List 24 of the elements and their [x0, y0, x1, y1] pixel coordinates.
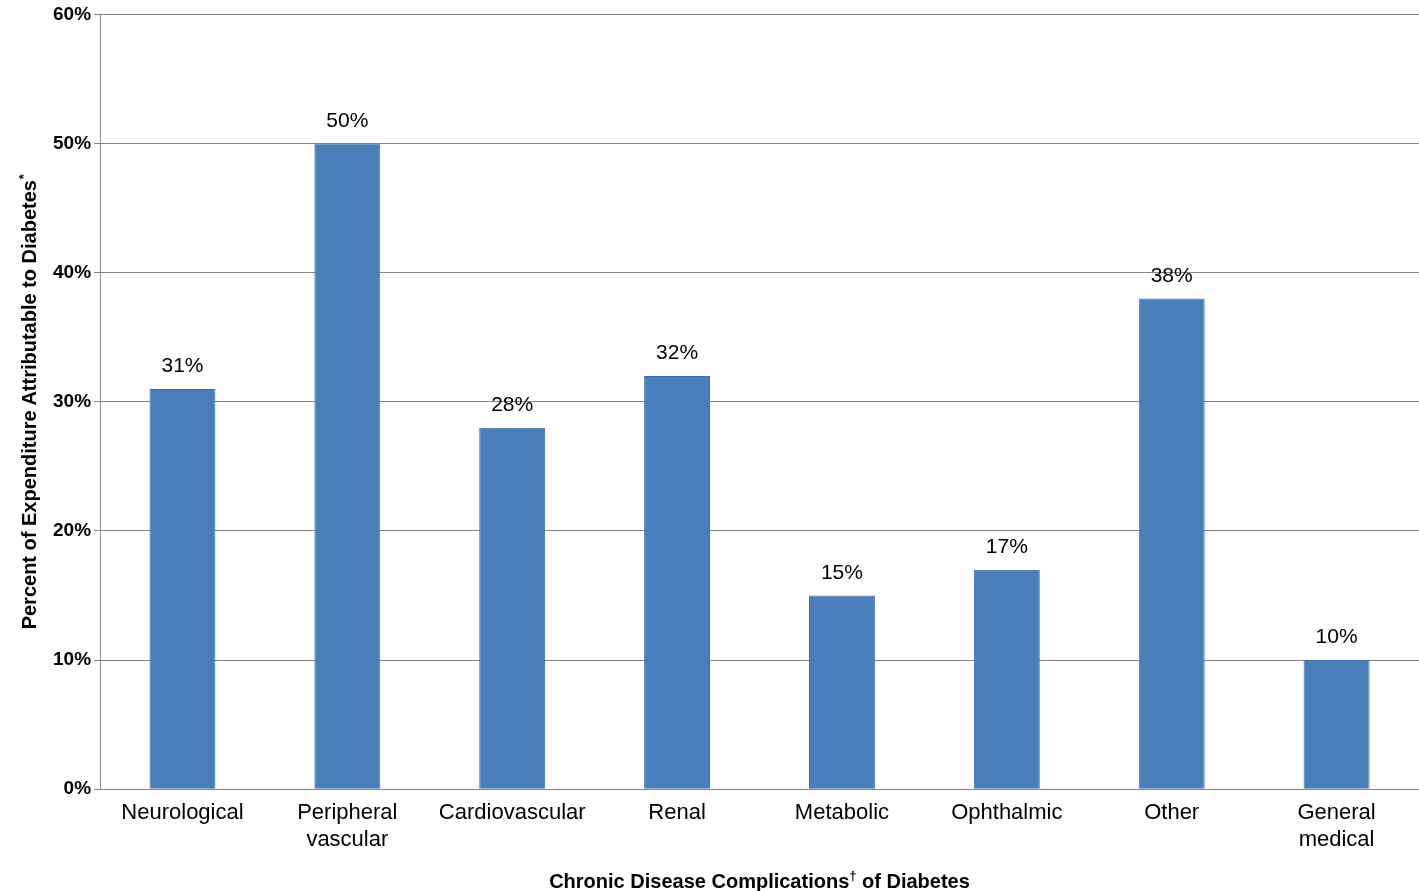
- y-tick-label: 20%: [53, 519, 92, 541]
- data-label: 28%: [491, 391, 534, 415]
- x-tick-label: Other: [1144, 799, 1200, 825]
- x-tick-label: Neurological: [121, 799, 244, 825]
- x-tick-label: General medical: [1297, 799, 1376, 851]
- y-tick-label: 40%: [53, 260, 92, 282]
- data-label: 10%: [1315, 624, 1358, 648]
- x-tick-label: Renal: [648, 799, 706, 825]
- y-tick-label: 0%: [63, 777, 92, 799]
- y-axis-title: Percent of Expenditure Attributable to Diabetes*: [16, 173, 40, 630]
- data-label: 32%: [656, 340, 699, 364]
- y-tick-label: 50%: [53, 131, 92, 153]
- x-tick-label: Metabolic: [794, 799, 890, 825]
- y-tick-label: 60%: [53, 2, 92, 24]
- x-tick-label: Cardiovascular: [438, 799, 586, 825]
- x-tick-label: Peripheral vascular: [297, 799, 398, 851]
- y-tick-label: 10%: [53, 648, 92, 670]
- data-label: 31%: [161, 353, 204, 377]
- data-label: 17%: [985, 533, 1028, 557]
- data-label: 38%: [1150, 262, 1193, 286]
- data-label: 15%: [820, 559, 863, 583]
- x-tick-label: Ophthalmic: [951, 799, 1063, 825]
- y-tick-label: 30%: [53, 390, 92, 412]
- data-label: 50%: [326, 107, 369, 131]
